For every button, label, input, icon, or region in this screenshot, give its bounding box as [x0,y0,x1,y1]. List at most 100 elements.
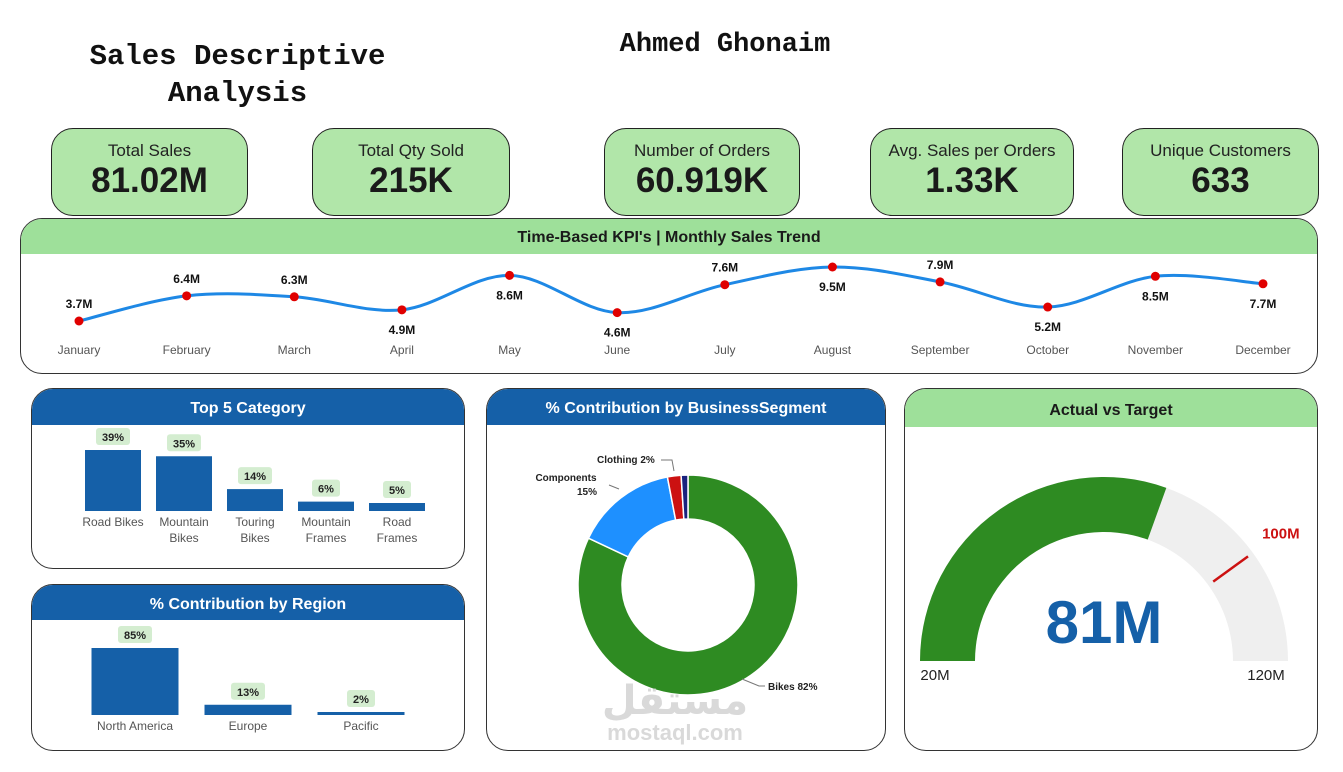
bar-category-label: Road [383,515,412,529]
bar [369,503,425,511]
bar-label-badge [347,690,375,707]
bar [227,489,283,511]
donut-slice [587,476,677,558]
trend-data-label: 9.5M [819,280,846,294]
bar-label-badge [118,626,152,643]
watermark: مستقل mostaql.com [590,680,760,744]
donut-slice [680,474,689,520]
kpi-value: 1.33K [925,161,1019,200]
trend-data-label: 6.3M [281,273,308,287]
bar-label-badge [231,682,265,700]
donut-slice [577,474,799,696]
region-title: % Contribution by Region [32,585,464,620]
watermark-url: mostaql.com [607,720,743,745]
bar-category-label: Frames [377,531,418,545]
monthly-trend-panel: Time-Based KPI's | Monthly Sales Trend 3… [20,218,1318,374]
components-leader-line [608,484,620,490]
trend-point [74,316,84,326]
trend-point [289,292,299,302]
kpi-value: 215K [369,161,453,200]
gauge-target-marker [1212,555,1249,583]
trend-data-label: 5.2M [1034,320,1061,334]
kpi-label: Number of Orders [633,141,771,160]
trend-point [1150,271,1160,281]
trend-point [720,280,730,290]
trend-month-label: December [1235,343,1290,357]
trend-point [1043,302,1053,312]
trend-point [1258,279,1268,289]
bikes-leader-line [741,678,765,687]
kpi-value: 81.02M [91,161,208,200]
kpi-label: Avg. Sales per Orders [888,141,1056,160]
trend-data-label: 8.5M [1142,289,1169,303]
trend-month-label: August [814,343,852,357]
gauge-value-label: 81M [1046,589,1163,656]
gauge-target-label: 100M [1262,525,1300,542]
bar-label-badge [312,479,340,497]
trend-point [612,308,622,318]
bar [204,704,292,715]
kpi-card-number-of-orders: Number of Orders 60.919K [604,128,800,216]
kpi-label: Total Sales [107,141,192,160]
bar [317,712,405,715]
trend-data-label: 4.9M [389,323,416,337]
gauge-max-label: 120M [1247,667,1285,684]
actual-vs-target-gauge: 100M 81M 20M 120M [920,477,1300,684]
gauge-fill [920,477,1167,661]
actual-vs-target-title: Actual vs Target [905,389,1317,427]
kpi-label: Total Qty Sold [358,141,464,160]
bar-category-label: Mountain [159,515,208,529]
bar-label-badge [167,434,201,452]
bar-data-label: 2% [353,694,369,706]
clothing-leader-line [661,459,675,472]
trend-month-label: February [163,343,211,357]
kpi-card-total-sales: Total Sales 81.02M [51,128,248,216]
kpi-card-unique-customers: Unique Customers 633 [1122,128,1319,216]
trend-data-label: 3.7M [66,297,93,311]
bar-data-label: 85% [124,630,146,642]
bar-label-badge [238,467,272,485]
bar-label-badge [96,428,130,445]
bar-category-label: Touring [235,515,274,529]
bar-data-label: 5% [389,485,405,497]
monthly-trend-chart: 3.7M January 6.4M February 6.3M March 4.9M Apri… [58,258,1291,357]
trend-point [505,270,515,280]
trend-month-label: March [278,343,311,357]
trend-month-label: October [1026,343,1069,357]
trend-data-label: 4.6M [604,326,631,340]
trend-month-label: November [1128,343,1183,357]
kpi-value: 633 [1191,161,1250,200]
page-title: Sales Descriptive Analysis [89,40,386,110]
region-chart: 85% North America 13% Europe 2% Pacific [91,626,405,733]
trend-data-label: 6.4M [173,272,200,286]
kpi-card-total-qty-sold: Total Qty Sold 215K [312,128,510,216]
top-category-title: Top 5 Category [32,389,464,425]
top-category-chart: 39% Road Bikes 35% Mountain Bikes 14% Touring B… [82,428,425,545]
bar-category-label: Bikes [240,531,269,545]
author-name: Ahmed Ghonaim [619,30,831,60]
bar-category-label: Pacific [343,719,378,733]
components-label: Components [535,473,597,484]
bar-category-label: Road Bikes [82,515,143,529]
region-panel: % Contribution by Region 85% North Americ… [31,584,465,751]
business-segment-panel: % Contribution by BusinessSegment Bikes … [486,388,886,751]
bar [156,456,212,511]
trend-month-label: April [390,343,414,357]
trend-data-label: 7.7M [1250,297,1277,311]
trend-month-label: July [714,343,735,357]
trend-point [827,262,837,272]
bar-label-badge [383,481,411,498]
bar-data-label: 6% [318,484,334,496]
kpi-value: 60.919K [635,161,769,200]
top-category-panel: Top 5 Category 39% Road Bikes 35% Mountain B… [31,388,465,569]
actual-vs-target-panel: Actual vs Target 100M 81M 20M 120M [904,388,1318,751]
trend-month-label: September [911,343,970,357]
trend-month-label: June [604,343,630,357]
components-percent-label: 15% [577,487,597,498]
trend-month-label: January [58,343,101,357]
trend-point [397,305,407,315]
bar-category-label: Europe [229,719,268,733]
bar-category-label: Frames [306,531,347,545]
watermark-logo-text: مستقل [601,679,749,723]
business-segment-title: % Contribution by BusinessSegment [487,389,885,425]
